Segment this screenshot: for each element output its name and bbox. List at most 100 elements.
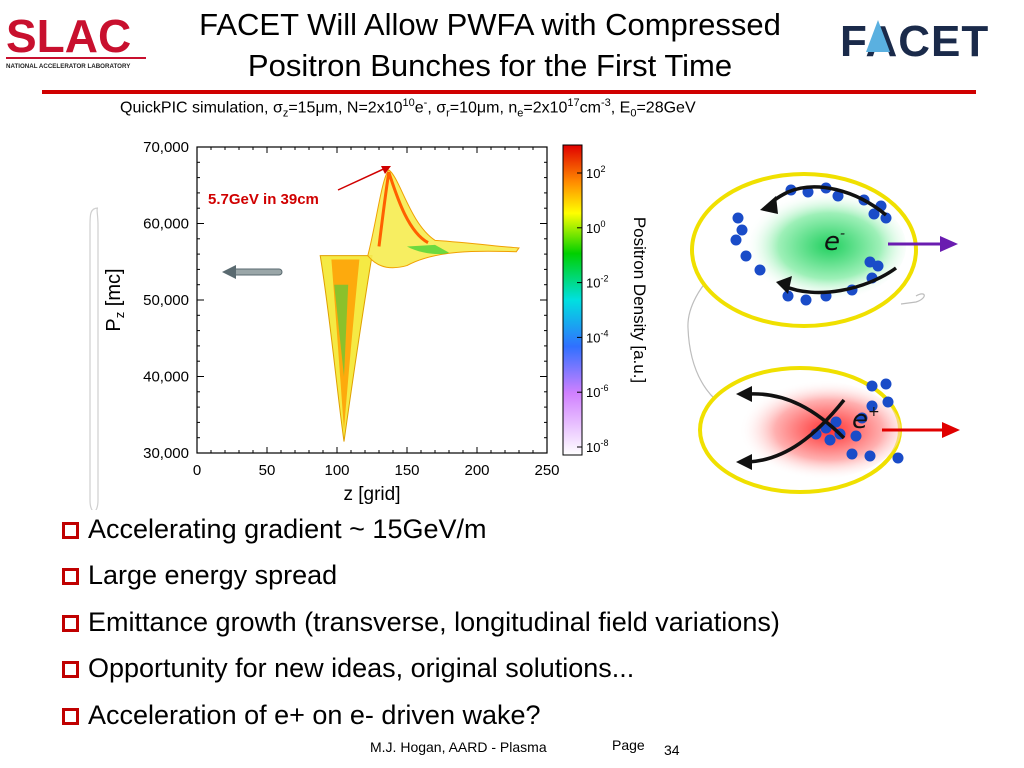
bottom-flow-arrowhead-upper-icon — [736, 386, 752, 402]
energy-gain-ridge — [377, 171, 429, 247]
bullet-text: Emittance growth (transverse, longitudin… — [88, 606, 780, 637]
electron-particle — [736, 224, 748, 236]
positron-particle — [850, 430, 862, 442]
y-tick-label: 50,000 — [143, 292, 189, 309]
top-flow-arrowhead-upper-icon — [760, 196, 778, 214]
electron-particle — [832, 190, 844, 202]
decorative-outline — [89, 207, 99, 510]
facet-logo-triangle-icon — [866, 20, 890, 52]
bottom-flow-arrow-lower — [747, 398, 846, 464]
checkbox-bullet-icon — [62, 568, 79, 586]
slac-logo-text: SLAC — [6, 10, 131, 62]
energy-loss-edge — [334, 284, 349, 377]
title-line-1: FACET Will Allow PWFA with Compressed — [199, 7, 781, 42]
y-tick-label: 60,000 — [143, 216, 189, 233]
facet-logo: FACET — [838, 14, 1020, 66]
bullet-text: Opportunity for new ideas, original solu… — [88, 653, 635, 684]
colorbar-tick-label: 10-8 — [586, 438, 608, 455]
electron-particle — [864, 256, 876, 268]
bullet-text: Large energy spread — [88, 560, 338, 591]
x-tick-label: 150 — [394, 462, 419, 479]
slac-logo: SLAC NATIONAL ACCELERATOR LABORATORY — [6, 10, 148, 72]
positron-particle — [866, 380, 878, 392]
bunch-diagram: e- e+ — [687, 172, 960, 494]
electron-particle — [754, 264, 766, 276]
bottom-flow-arrowhead-lower-icon — [736, 454, 752, 470]
positron-density-plot: 0 50 100 150 200 250 70,000 60,000 50,000 40,000 3… — [89, 139, 649, 510]
y-axis-label: Pz [mc] — [103, 268, 127, 331]
positron-particle — [824, 434, 836, 446]
electron-particle — [868, 208, 880, 220]
colorbar-tick-label: 102 — [586, 164, 605, 181]
checkbox-bullet-icon — [62, 521, 79, 539]
electron-particle — [880, 212, 892, 224]
bullet-item: Opportunity for new ideas, original solu… — [62, 646, 1012, 693]
colorbar — [562, 144, 583, 456]
electron-label: e- — [824, 226, 845, 257]
electron-particle — [732, 212, 744, 224]
x-tick-label: 50 — [259, 462, 276, 479]
page-title: FACET Will Allow PWFA with Compressed Po… — [150, 4, 830, 86]
energy-gain-region — [367, 169, 520, 269]
plot-ticks: 0 50 100 150 200 250 70,000 60,000 50,000 40,000 3… — [143, 139, 559, 479]
colorbar-ticks: 102 100 10-2 10-4 10-6 10-8 — [577, 164, 608, 455]
positron-particle — [866, 400, 878, 412]
positron-particles — [810, 378, 904, 464]
x-tick-label: 100 — [324, 462, 349, 479]
colorbar-tick-label: 10-2 — [586, 274, 608, 291]
energy-gain-annotation: 5.7GeV in 39cm — [208, 191, 319, 208]
colorbar-tick-label: 100 — [586, 219, 605, 236]
bullet-text: Acceleration of e+ on e- driven wake? — [88, 699, 541, 730]
colorbar-label: Positron Density [a.u.] — [630, 217, 649, 383]
positron-particle — [880, 378, 892, 390]
title-line-2: Positron Bunches for the First Time — [247, 48, 733, 83]
footer-page-label: Page — [612, 737, 645, 753]
electron-particle — [740, 250, 752, 262]
y-tick-label: 30,000 — [143, 445, 189, 462]
facet-logo-text: FACET — [840, 17, 989, 64]
colorbar-tick-label: 10-4 — [586, 328, 608, 345]
connector-tail — [900, 293, 925, 305]
x-tick-label: 250 — [534, 462, 559, 479]
electron-particle — [730, 234, 742, 246]
direction-arrow-shaft — [231, 268, 283, 276]
x-tick-label: 200 — [464, 462, 489, 479]
bottom-flow-arrow-upper — [747, 392, 846, 440]
bullet-text: Accelerating gradient ~ 15GeV/m — [88, 513, 487, 544]
electron-particle — [800, 294, 812, 306]
annotation-arrow — [337, 166, 389, 191]
x-tick-label: 0 — [193, 462, 201, 479]
positron-particle — [882, 396, 894, 408]
bullet-item: Acceleration of e+ on e- driven wake? — [62, 692, 1012, 739]
footer-author: M.J. Hogan, AARD - Plasma — [370, 739, 547, 755]
energy-gain-tail — [407, 244, 449, 255]
bullet-list: Accelerating gradient ~ 15GeV/m Large en… — [62, 506, 1012, 739]
y-tick-label: 70,000 — [143, 139, 189, 156]
checkbox-bullet-icon — [62, 661, 79, 679]
title-divider — [42, 90, 976, 94]
positron-particle — [846, 448, 858, 460]
positron-particle — [830, 416, 842, 428]
x-axis-label: z [grid] — [343, 484, 400, 505]
slac-logo-subtext: NATIONAL ACCELERATOR LABORATORY — [6, 63, 131, 70]
footer-page-number: 34 — [664, 742, 680, 758]
positron-particle — [856, 412, 868, 424]
simulation-caption: QuickPIC simulation, σz=15μm, N=2x1010e-… — [120, 97, 696, 120]
electron-direction-arrowhead-icon — [940, 236, 958, 252]
y-tick-label: 40,000 — [143, 369, 189, 386]
electron-particle — [782, 290, 794, 302]
electron-particle — [802, 186, 814, 198]
top-flow-arrow-lower — [783, 266, 898, 295]
positron-label: e+ — [852, 404, 880, 435]
top-flow-arrowhead-lower-icon — [776, 276, 792, 294]
bullet-item: Accelerating gradient ~ 15GeV/m — [62, 506, 1012, 553]
annotation-arrowhead-icon — [381, 166, 391, 174]
positron-particle — [892, 452, 904, 464]
bullet-item: Large energy spread — [62, 553, 1012, 600]
checkbox-bullet-icon — [62, 614, 79, 632]
plot-data-layer — [197, 169, 520, 442]
direction-arrow-icon — [222, 265, 236, 279]
positron-direction-arrowhead-icon — [942, 422, 960, 438]
positron-particle — [864, 450, 876, 462]
checkbox-bullet-icon — [62, 707, 79, 725]
